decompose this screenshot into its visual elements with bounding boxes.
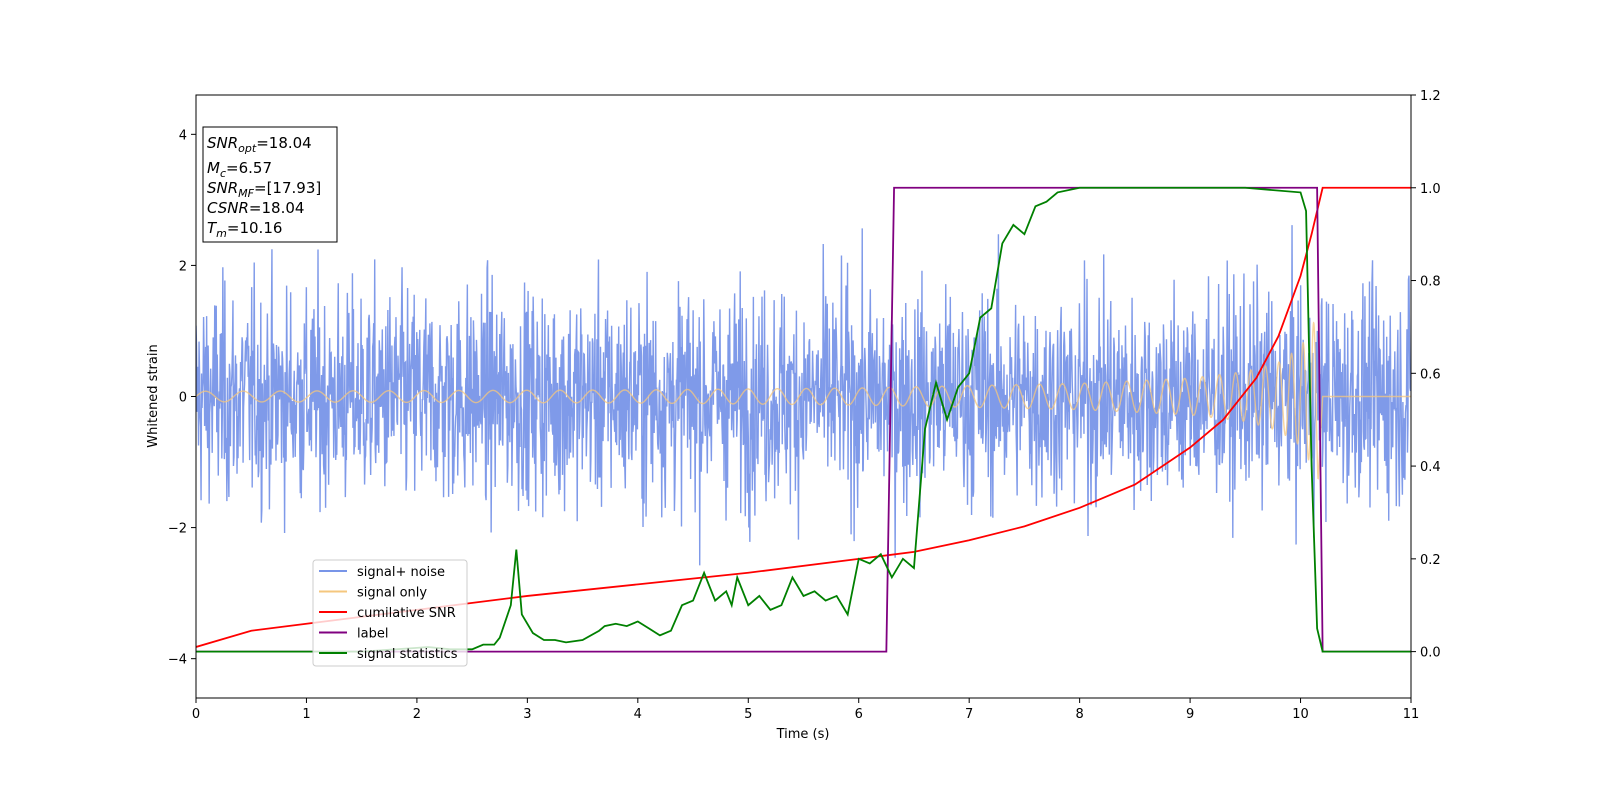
y2-tick-label: 1.0 bbox=[1420, 182, 1441, 197]
y-tick-label: 4 bbox=[179, 128, 187, 143]
y2-tick-label: 0.8 bbox=[1420, 275, 1441, 290]
y-axis-left: −4 −2 0 2 4 bbox=[168, 128, 196, 668]
legend: signal+ noise signal only cumilative SNR la… bbox=[312, 559, 468, 667]
x-tick-label: 7 bbox=[965, 707, 973, 722]
legend-label: cumilative SNR bbox=[357, 606, 456, 621]
annotation-line: Tm=10.16 bbox=[207, 219, 282, 240]
y-tick-label: 2 bbox=[179, 259, 187, 274]
x-tick-label: 11 bbox=[1403, 707, 1420, 722]
y-tick-label: 0 bbox=[179, 391, 187, 406]
annotation-line: SNRMF=[17.93] bbox=[207, 179, 321, 200]
y2-tick-label: 0.2 bbox=[1420, 553, 1441, 568]
x-tick-label: 2 bbox=[413, 707, 421, 722]
y2-tick-label: 0.4 bbox=[1420, 460, 1441, 475]
annotation-box: SNRopt=18.04 Mc=6.57SNRMF=[17.93]CSNR=18.… bbox=[202, 126, 338, 243]
x-tick-label: 0 bbox=[192, 707, 200, 722]
legend-label: signal statistics bbox=[357, 647, 458, 662]
x-axis: 0 1 2 3 4 5 6 7 8 9 10 11 bbox=[192, 698, 1419, 722]
x-tick-label: 1 bbox=[302, 707, 310, 722]
x-axis-label: Time (s) bbox=[776, 727, 830, 742]
y-tick-label: −4 bbox=[168, 653, 187, 668]
series-signal-statistics-line bbox=[196, 186, 1411, 653]
legend-label: signal only bbox=[357, 586, 427, 601]
x-tick-label: 6 bbox=[855, 707, 863, 722]
annotation-line: CSNR=18.04 bbox=[207, 199, 304, 217]
series-signal-noise-line bbox=[196, 225, 1411, 566]
x-tick-label: 3 bbox=[523, 707, 531, 722]
x-tick-label: 9 bbox=[1186, 707, 1194, 722]
legend-label: label bbox=[357, 627, 388, 642]
legend-frame bbox=[312, 559, 468, 667]
y-tick-label: −2 bbox=[168, 522, 187, 537]
x-tick-label: 10 bbox=[1292, 707, 1309, 722]
y2-tick-label: 1.2 bbox=[1420, 89, 1441, 104]
legend-label: signal+ noise bbox=[357, 565, 445, 580]
x-tick-label: 8 bbox=[1075, 707, 1083, 722]
annotation-line: Mc=6.57 bbox=[207, 159, 272, 180]
x-tick-label: 4 bbox=[634, 707, 642, 722]
series-signal-only-line bbox=[196, 321, 1411, 480]
x-tick-label: 5 bbox=[744, 707, 752, 722]
y-axis-right: 0.0 0.2 0.4 0.6 0.8 1.0 1.2 bbox=[1411, 89, 1441, 661]
y2-tick-label: 0.0 bbox=[1420, 646, 1441, 661]
annotation-line: SNRopt=18.04 bbox=[207, 134, 312, 155]
y-axis-label: Whitened strain bbox=[146, 344, 161, 447]
annotation-frame bbox=[202, 126, 338, 243]
y2-tick-label: 0.6 bbox=[1420, 367, 1441, 382]
